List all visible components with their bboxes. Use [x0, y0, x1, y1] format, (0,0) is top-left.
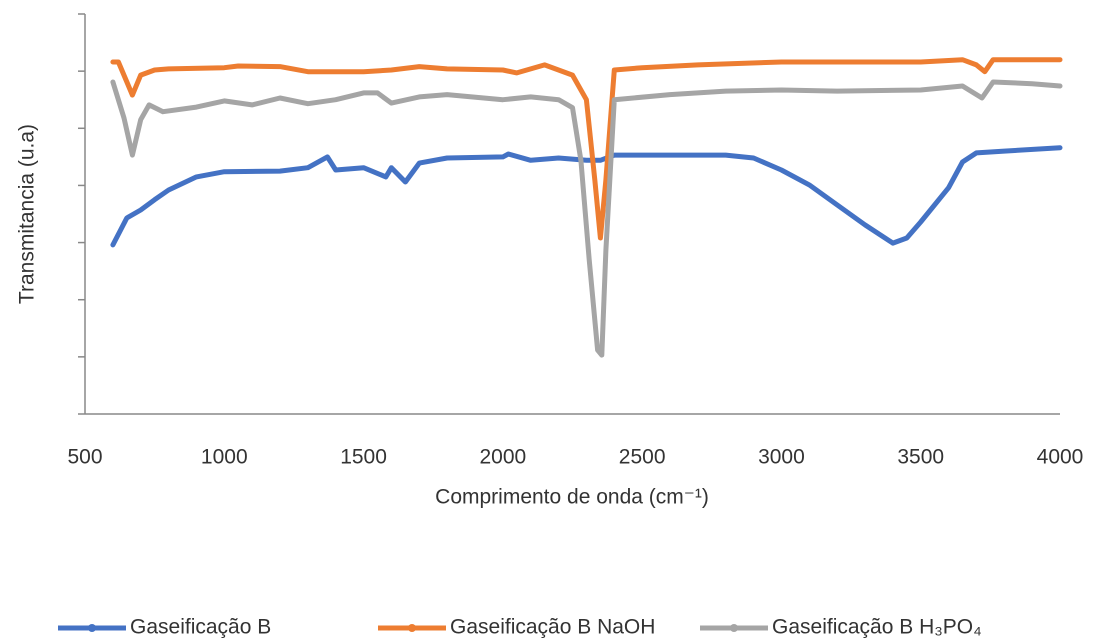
x-tick-label: 500: [67, 446, 102, 469]
series-line: [110, 57, 1063, 241]
legend-marker: [88, 624, 96, 632]
legend-marker: [408, 624, 416, 632]
legend-label: Gaseificação B H₃PO₄: [772, 616, 982, 639]
x-tick-label: 4000: [1037, 446, 1084, 469]
x-tick-label: 2500: [619, 446, 666, 469]
y-axis-title: Transmitancia (u.a): [16, 124, 39, 304]
x-tick-label: 3500: [897, 446, 944, 469]
legend-label: Gaseificação B: [130, 616, 271, 639]
x-axis-title: Comprimento de onda (cm⁻¹): [435, 486, 709, 509]
x-tick-label: 1500: [340, 446, 387, 469]
legend-label: Gaseificação B NaOH: [450, 616, 655, 639]
x-tick-label: 3000: [758, 446, 805, 469]
x-tick-label: 2000: [479, 446, 526, 469]
series-line: [110, 145, 1063, 248]
legend-marker: [730, 624, 738, 632]
x-tick-label: 1000: [201, 446, 248, 469]
series-line: [110, 79, 1063, 358]
